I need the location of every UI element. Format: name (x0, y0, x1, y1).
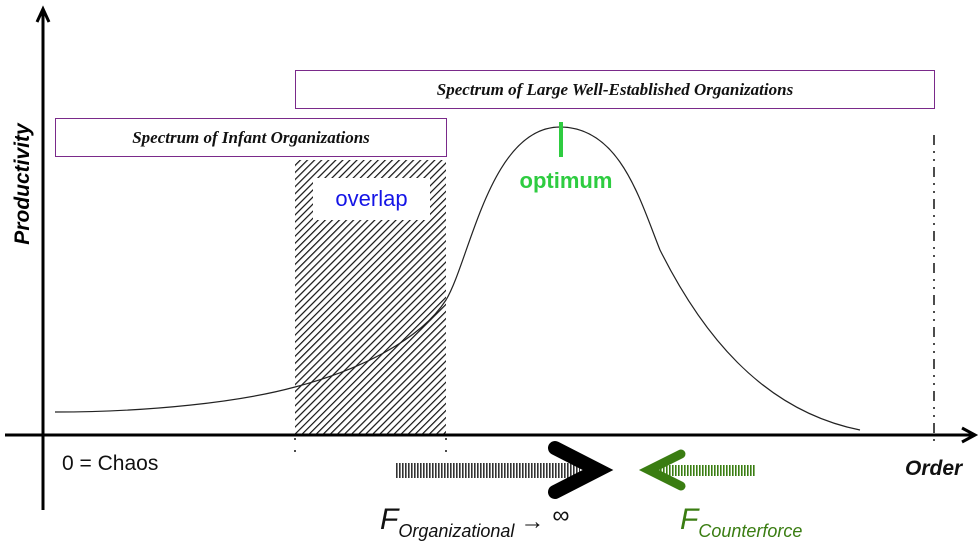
spectrum-infant-organizations-box: Spectrum of Infant Organizations (55, 118, 447, 157)
organizational-force-arrow (395, 441, 614, 499)
x-axis-arrowhead (961, 426, 979, 444)
force-symbol: F (380, 503, 399, 536)
force-symbol: F (680, 503, 699, 536)
force-subscript: Organizational (398, 521, 515, 541)
overlap-label: overlap (313, 178, 430, 220)
productivity-curve (54, 126, 861, 431)
force-subscript: Counterforce (698, 521, 803, 541)
spectrum-infant-label: Spectrum of Infant Organizations (132, 127, 370, 147)
spectrum-large-organizations-box: Spectrum of Large Well-Established Organ… (295, 70, 935, 109)
tends-to-arrow: → (520, 508, 545, 535)
x-axis-end-label: Order (905, 457, 963, 480)
counterforce-label: FCounterforce (680, 503, 802, 541)
infinity-symbol: ∞ (552, 502, 570, 529)
counterforce-arrow (638, 449, 755, 491)
x-axis-origin-label: 0 = Chaos (62, 452, 159, 475)
y-axis-label: Productivity (11, 123, 34, 245)
y-axis-arrowhead (35, 5, 51, 23)
organizational-force-label: FOrganizational → ∞ (380, 502, 570, 541)
spectrum-large-label: Spectrum of Large Well-Established Organ… (436, 79, 794, 99)
optimum-label: optimum (519, 168, 613, 193)
